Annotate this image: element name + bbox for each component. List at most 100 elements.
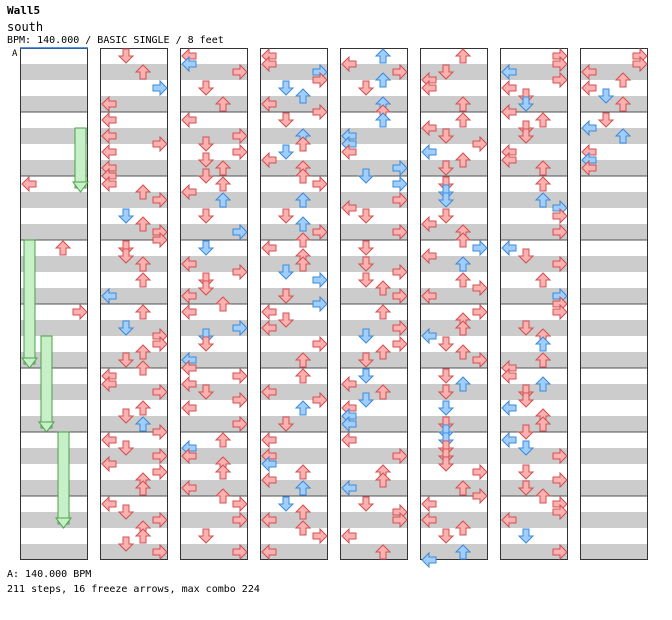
beat-stripe <box>500 64 568 80</box>
step-arrow-left <box>181 375 197 393</box>
step-arrow-right <box>472 487 488 505</box>
step-arrow-down <box>277 112 295 128</box>
step-arrow-down <box>437 128 455 144</box>
step-arrow-up <box>534 272 552 288</box>
beat-stripe <box>500 544 568 560</box>
step-arrow-right <box>392 319 408 337</box>
beat-stripe <box>260 96 328 112</box>
beat-stripe <box>420 480 488 496</box>
step-arrow-left <box>261 431 277 449</box>
step-arrow-right <box>392 263 408 281</box>
step-arrow-down <box>437 160 455 176</box>
step-arrow-left <box>261 303 277 321</box>
step-arrow-left <box>261 543 277 561</box>
beat-stripe <box>500 480 568 496</box>
step-arrow-down <box>437 64 455 80</box>
step-arrow-left <box>261 95 277 113</box>
beat-stripe <box>260 288 328 304</box>
step-arrow-right <box>552 207 568 225</box>
step-arrow-left <box>501 63 517 81</box>
chart-stats: 211 steps, 16 freeze arrows, max combo 2… <box>7 584 260 595</box>
step-arrow-left <box>261 239 277 257</box>
beat-stripe <box>340 416 408 432</box>
beat-stripe <box>260 256 328 272</box>
beat-stripe <box>580 320 648 336</box>
step-arrow-down <box>357 392 375 408</box>
step-arrow-up <box>534 336 552 352</box>
step-arrow-up <box>454 112 472 128</box>
step-arrow-right <box>392 159 408 177</box>
beat-stripe <box>340 352 408 368</box>
step-arrow-down <box>357 168 375 184</box>
beat-stripe <box>260 480 328 496</box>
step-arrow-up <box>374 280 392 296</box>
beat-stripe <box>100 416 168 432</box>
beat-stripe <box>500 128 568 144</box>
step-arrow-up <box>214 176 232 192</box>
beat-stripe <box>340 480 408 496</box>
step-arrow-down <box>437 192 455 208</box>
beat-stripe <box>500 512 568 528</box>
beat-stripe <box>420 320 488 336</box>
step-arrow-down <box>197 168 215 184</box>
song-title: Wall5 <box>7 4 41 17</box>
beat-stripe <box>20 96 88 112</box>
step-arrow-left <box>341 375 357 393</box>
step-arrow-right <box>232 143 248 161</box>
beat-stripe <box>420 352 488 368</box>
beat-stripe <box>340 384 408 400</box>
beat-stripe <box>260 384 328 400</box>
step-arrow-up <box>214 160 232 176</box>
beat-stripe <box>500 160 568 176</box>
step-arrow-left <box>101 287 117 305</box>
beat-stripe <box>20 320 88 336</box>
beat-stripe <box>420 544 488 560</box>
step-arrow-left <box>421 327 437 345</box>
beat-stripe <box>260 512 328 528</box>
step-arrow-up <box>294 352 312 368</box>
step-arrow-left <box>341 415 357 433</box>
beat-stripe <box>260 128 328 144</box>
step-arrow-left <box>421 119 437 137</box>
step-arrow-down <box>277 208 295 224</box>
step-arrow-up <box>214 432 232 448</box>
step-arrow-down <box>117 352 135 368</box>
step-arrow-right <box>552 447 568 465</box>
step-arrow-down <box>517 464 535 480</box>
step-arrow-right <box>392 223 408 241</box>
step-arrow-right <box>312 391 328 409</box>
step-arrow-down <box>357 272 375 288</box>
step-arrow-right <box>552 55 568 73</box>
step-arrow-up <box>294 368 312 384</box>
step-arrow-left <box>101 495 117 513</box>
beat-stripe <box>180 224 248 240</box>
step-arrow-down <box>597 88 615 104</box>
step-arrow-up <box>454 152 472 168</box>
beat-stripe <box>340 96 408 112</box>
step-arrow-up <box>134 272 152 288</box>
step-arrow-down <box>517 480 535 496</box>
beat-stripe <box>20 384 88 400</box>
beat-stripe <box>20 160 88 176</box>
step-arrow-down <box>197 80 215 96</box>
step-arrow-up <box>294 520 312 536</box>
step-arrow-up <box>454 376 472 392</box>
beat-stripe <box>180 512 248 528</box>
beat-stripe <box>180 288 248 304</box>
step-arrow-left <box>181 479 197 497</box>
beat-stripe <box>580 288 648 304</box>
step-arrow-up <box>134 480 152 496</box>
beat-stripe <box>100 96 168 112</box>
step-arrow-right <box>552 503 568 521</box>
step-arrow-right <box>152 447 168 465</box>
beat-stripe <box>260 352 328 368</box>
column-border <box>180 48 248 560</box>
step-arrow-left <box>421 143 437 161</box>
step-arrow-down <box>437 456 455 472</box>
step-arrow-down <box>117 320 135 336</box>
step-arrow-right <box>232 543 248 561</box>
step-arrow-left <box>501 239 517 257</box>
step-arrow-up <box>454 232 472 248</box>
step-arrow-up <box>534 112 552 128</box>
